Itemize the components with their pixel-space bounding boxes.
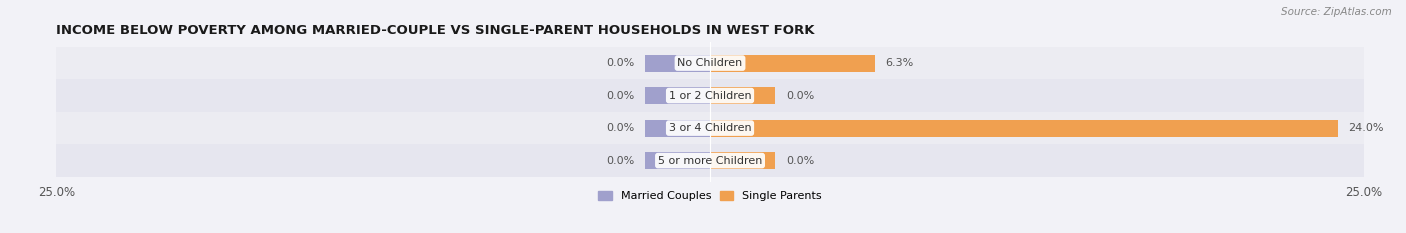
Bar	[56, 144, 1364, 177]
Bar	[56, 79, 1364, 112]
Bar	[710, 120, 1337, 137]
Text: Source: ZipAtlas.com: Source: ZipAtlas.com	[1281, 7, 1392, 17]
Text: 0.0%: 0.0%	[606, 156, 634, 166]
Text: 24.0%: 24.0%	[1348, 123, 1384, 133]
Bar	[56, 112, 1364, 144]
Text: No Children: No Children	[678, 58, 742, 68]
Legend: Married Couples, Single Parents: Married Couples, Single Parents	[599, 191, 821, 201]
Text: 0.0%: 0.0%	[606, 91, 634, 101]
Bar	[644, 55, 710, 72]
Text: 5 or more Children: 5 or more Children	[658, 156, 762, 166]
Text: 6.3%: 6.3%	[886, 58, 914, 68]
Text: 0.0%: 0.0%	[606, 58, 634, 68]
Bar	[56, 47, 1364, 79]
Text: 0.0%: 0.0%	[786, 156, 814, 166]
Text: 3 or 4 Children: 3 or 4 Children	[669, 123, 751, 133]
Text: 0.0%: 0.0%	[786, 91, 814, 101]
Text: 1 or 2 Children: 1 or 2 Children	[669, 91, 751, 101]
Bar	[710, 55, 875, 72]
Bar	[710, 87, 776, 104]
Bar	[710, 152, 776, 169]
Text: 0.0%: 0.0%	[606, 123, 634, 133]
Text: INCOME BELOW POVERTY AMONG MARRIED-COUPLE VS SINGLE-PARENT HOUSEHOLDS IN WEST FO: INCOME BELOW POVERTY AMONG MARRIED-COUPL…	[56, 24, 814, 37]
Bar	[644, 152, 710, 169]
Bar	[644, 120, 710, 137]
Bar	[644, 87, 710, 104]
